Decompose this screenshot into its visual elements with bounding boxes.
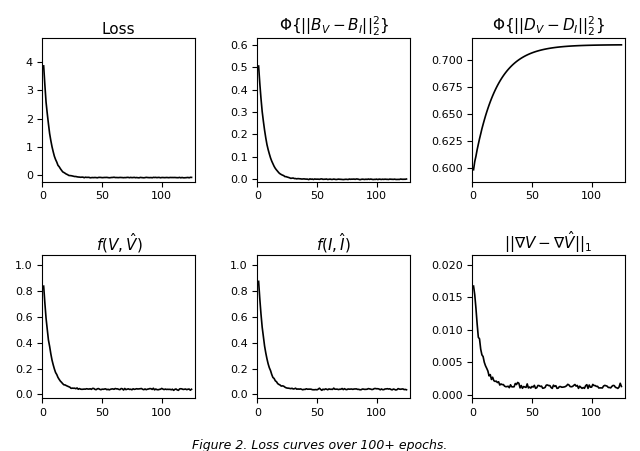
Title: $||\nabla V - \nabla \hat{V}||_1$: $||\nabla V - \nabla \hat{V}||_1$ [504,229,593,255]
Title: $\Phi\{||B_V - B_I||_2^2\}$: $\Phi\{||B_V - B_I||_2^2\}$ [278,15,389,38]
Title: $f(I, \hat{I})$: $f(I, \hat{I})$ [316,231,351,255]
Title: $f(V, \hat{V})$: $f(V, \hat{V})$ [95,231,142,255]
Title: $\Phi\{||D_V - D_I||_2^2\}$: $\Phi\{||D_V - D_I||_2^2\}$ [492,15,605,38]
Text: Figure 2. Loss curves over 100+ epochs.: Figure 2. Loss curves over 100+ epochs. [192,439,448,451]
Title: Loss: Loss [102,22,136,37]
